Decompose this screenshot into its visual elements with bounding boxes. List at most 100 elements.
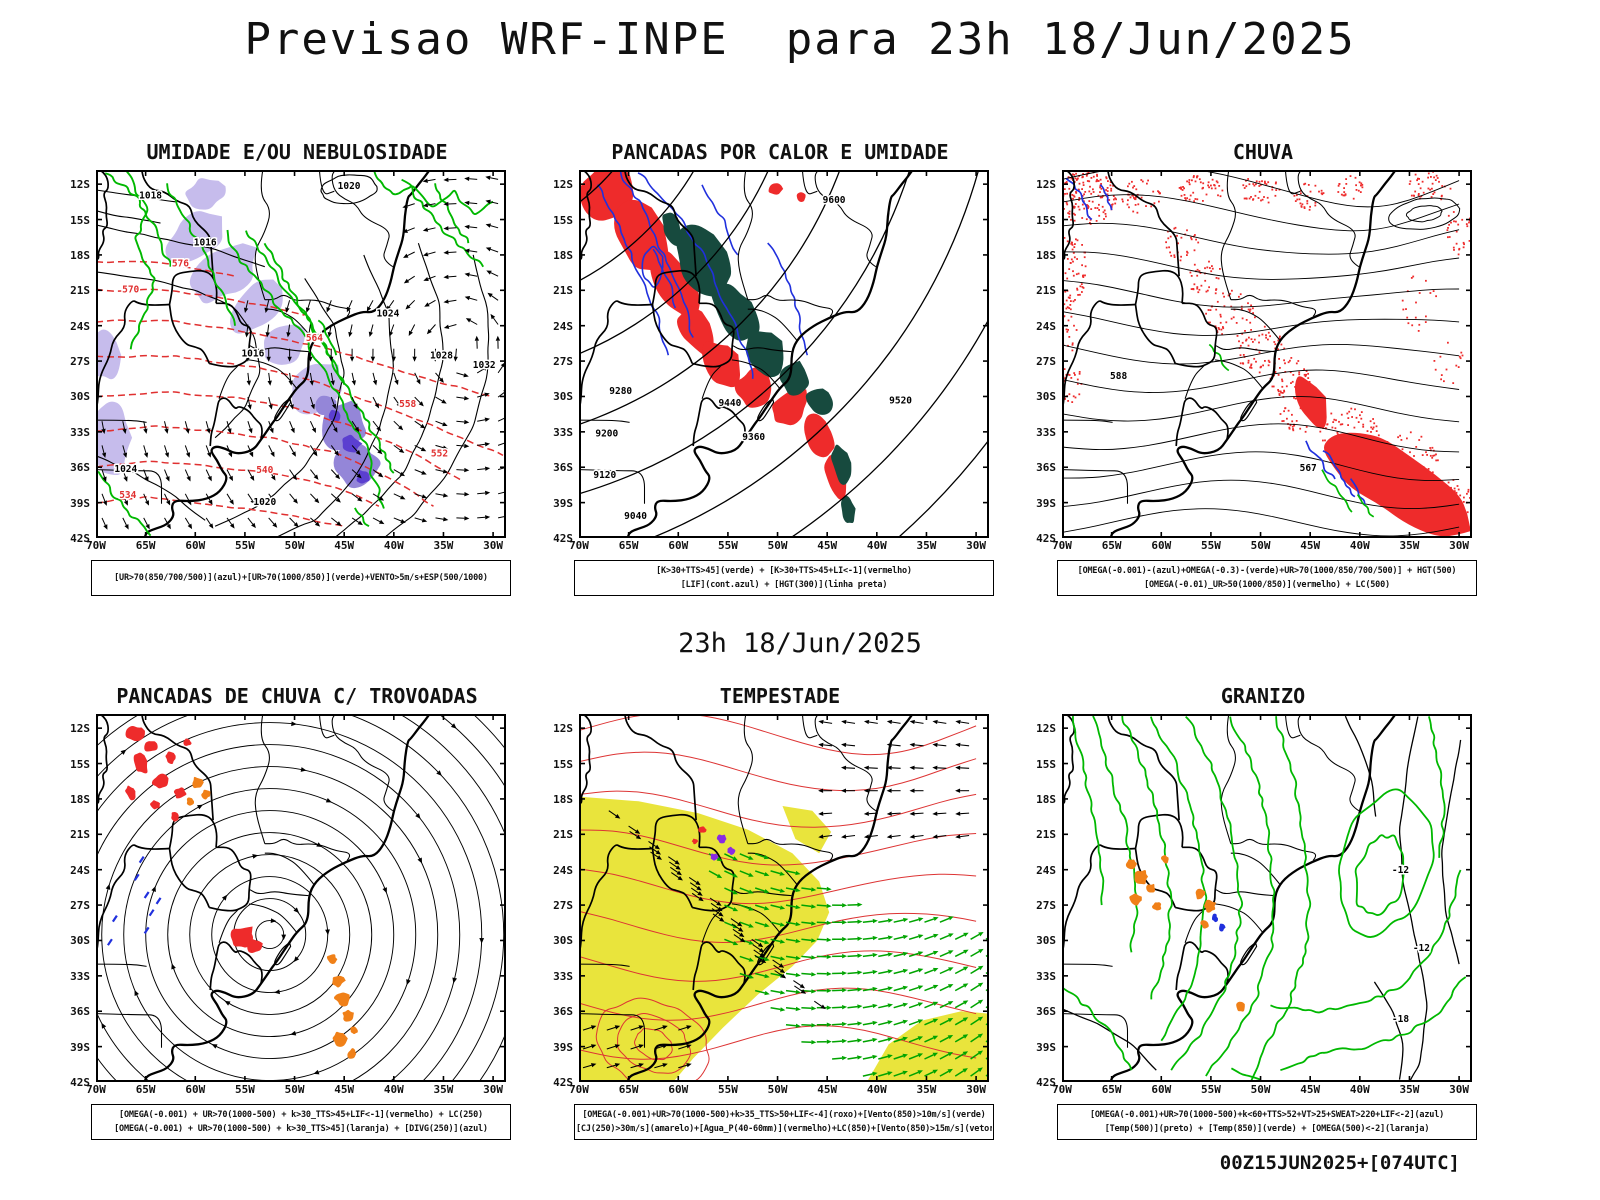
lat-label: 36S xyxy=(1036,1005,1056,1019)
lat-label: 18S xyxy=(1036,248,1056,262)
svg-text:1016: 1016 xyxy=(241,348,264,359)
lon-label: 35W xyxy=(1399,1083,1420,1096)
lon-axis-labels: 70W 65W 60W 55W 50W 45W 40W 35W 30W xyxy=(86,538,506,554)
lat-label: 36S xyxy=(1036,461,1056,475)
lat-label: 30S xyxy=(1036,934,1056,948)
lon-axis-labels: 70W 65W 60W 55W 50W 45W 40W 35W 30W xyxy=(86,1082,506,1098)
lat-label: 27S xyxy=(553,899,573,913)
lon-label: 55W xyxy=(717,1083,738,1096)
lat-label: 21S xyxy=(553,828,573,842)
panel-title-tempestade: TEMPESTADE xyxy=(719,684,841,708)
lon-label: 55W xyxy=(1200,539,1221,552)
lat-label: 15S xyxy=(553,213,573,227)
svg-text:9520: 9520 xyxy=(889,396,912,407)
lat-label: 27S xyxy=(70,355,90,369)
legend-line: [OMEGA(-0.001)+UR>70(1000-500)+k<60+TTS>… xyxy=(1089,1110,1445,1120)
lat-label: 12S xyxy=(1036,722,1056,736)
panel-title-granizo: GRANIZO xyxy=(1220,684,1306,708)
lat-axis-labels: 12S 15S 18S 21S 24S 27S 30S 33S 36S 39S 42S xyxy=(62,170,92,545)
lon-label: 60W xyxy=(185,1083,206,1096)
lat-label: 39S xyxy=(70,1040,90,1054)
svg-text:588: 588 xyxy=(1110,371,1127,382)
lon-label: 60W xyxy=(1151,539,1172,552)
lon-label: 70W xyxy=(1052,1083,1072,1096)
svg-text:540: 540 xyxy=(256,465,273,476)
lon-label: 40W xyxy=(383,539,404,552)
legend-line: [OMEGA(-0.001)+UR>70(1000-500)+k>35_TTS>… xyxy=(582,1110,986,1120)
legend-line: [UR>70(850/700/500)](azul)+[UR>70(1000/8… xyxy=(114,573,488,583)
lat-label: 27S xyxy=(553,355,573,369)
lat-label: 24S xyxy=(1036,319,1056,333)
panel-title-chuva: CHUVA xyxy=(1232,140,1294,164)
lon-label: 50W xyxy=(767,539,788,552)
lat-label: 36S xyxy=(70,461,90,475)
lon-label: 70W xyxy=(1052,539,1072,552)
lon-label: 55W xyxy=(234,1083,255,1096)
lat-label: 33S xyxy=(553,969,573,983)
lon-label: 45W xyxy=(1300,1083,1321,1096)
legend-umidade: [UR>70(850/700/500)](azul)+[UR>70(1000/8… xyxy=(91,560,511,596)
svg-text:-12: -12 xyxy=(1392,865,1409,876)
lat-label: 36S xyxy=(70,1005,90,1019)
page-title: Previsao WRF-INPE para 23h 18/Jun/2025 xyxy=(244,14,1356,65)
lat-label: 12S xyxy=(70,722,90,736)
lon-label: 35W xyxy=(433,539,454,552)
run-info-label: 00Z15JUN2025+[074UTC] xyxy=(1219,1152,1460,1174)
lon-label: 65W xyxy=(135,1083,156,1096)
panel-title-pancadas-calor: PANCADAS POR CALOR E UMIDADE xyxy=(611,140,949,164)
svg-text:564: 564 xyxy=(306,333,323,344)
lat-label: 18S xyxy=(553,792,573,806)
lat-label: 42S xyxy=(553,532,573,545)
panel-tempestade: TEMPESTADE 12S 15S 18S 21S 24S 27S 30S 33S 36S 39… xyxy=(545,684,1015,1140)
lon-label: 50W xyxy=(1250,539,1271,552)
lon-label: 65W xyxy=(1101,539,1122,552)
lat-axis-labels: 12S 15S 18S 21S 24S 27S 30S 33S 36S 39S 42S xyxy=(545,714,575,1089)
legend-tempestade: [OMEGA(-0.001)+UR>70(1000-500)+k>35_TTS>… xyxy=(574,1104,994,1140)
svg-text:1018: 1018 xyxy=(139,190,162,201)
lat-label: 18S xyxy=(1036,792,1056,806)
lon-label: 50W xyxy=(284,1083,305,1096)
legend-line: [K>30+TTS>45](verde) + [K>30+TTS>45+LI<-… xyxy=(656,566,912,576)
lon-label: 40W xyxy=(1349,1083,1370,1096)
lat-label: 12S xyxy=(70,178,90,192)
legend-line: [OMEGA(-0.01)_UR>50(1000/850)](vermelho)… xyxy=(1144,580,1390,590)
lat-label: 30S xyxy=(553,390,573,404)
lon-label: 60W xyxy=(668,539,689,552)
valid-time-label: 23h 18/Jun/2025 xyxy=(678,628,922,659)
lat-label: 30S xyxy=(70,390,90,404)
lon-label: 65W xyxy=(618,539,639,552)
lon-label: 40W xyxy=(383,1083,404,1096)
lat-label: 21S xyxy=(553,284,573,298)
lon-label: 65W xyxy=(135,539,156,552)
map-tempestade xyxy=(579,714,989,1082)
lat-axis-labels: 12S 15S 18S 21S 24S 27S 30S 33S 36S 39S 42S xyxy=(545,170,575,545)
svg-text:1032: 1032 xyxy=(473,360,496,371)
lat-label: 12S xyxy=(553,178,573,192)
lon-label: 50W xyxy=(767,1083,788,1096)
lon-label: 55W xyxy=(1200,1083,1221,1096)
lat-label: 39S xyxy=(70,496,90,510)
lon-label: 60W xyxy=(1151,1083,1172,1096)
lat-label: 27S xyxy=(70,899,90,913)
lon-label: 30W xyxy=(1449,1083,1470,1096)
lon-label: 30W xyxy=(483,1083,504,1096)
legend-line: [Temp(500)](preto) + [Temp(850)](verde) … xyxy=(1104,1124,1430,1134)
lon-label: 30W xyxy=(483,539,504,552)
legend-line: [OMEGA(-0.001) + UR>70(1000-500) + k>30_… xyxy=(119,1110,483,1120)
lat-label: 36S xyxy=(553,461,573,475)
lon-axis-labels: 70W 65W 60W 55W 50W 45W 40W 35W 30W xyxy=(569,1082,989,1098)
lat-label: 39S xyxy=(553,1040,573,1054)
lon-label: 70W xyxy=(86,1083,106,1096)
lat-label: 39S xyxy=(1036,496,1056,510)
lat-label: 12S xyxy=(1036,178,1056,192)
lon-label: 35W xyxy=(916,1083,937,1096)
lon-label: 65W xyxy=(1101,1083,1122,1096)
lat-label: 42S xyxy=(1036,1076,1056,1089)
map-pancadas-calor: 9600 9520 9440 9360 9280 9200 9120 9040 xyxy=(579,170,989,538)
panel-title-trovoadas: PANCADAS DE CHUVA C/ TROVOADAS xyxy=(116,684,478,708)
panel-trovoadas: PANCADAS DE CHUVA C/ TROVOADAS 12S 15S 18S… xyxy=(62,684,532,1140)
lon-label: 45W xyxy=(334,1083,355,1096)
legend-pancadas-calor: [K>30+TTS>45](verde) + [K>30+TTS>45+LI<-… xyxy=(574,560,994,596)
lon-label: 65W xyxy=(618,1083,639,1096)
lat-axis-labels: 12S 15S 18S 21S 24S 27S 30S 33S 36S 39S 42S xyxy=(1028,714,1058,1089)
